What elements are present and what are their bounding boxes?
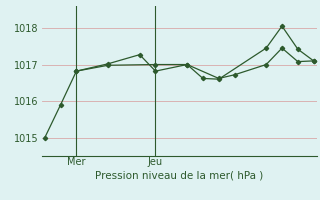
X-axis label: Pression niveau de la mer( hPa ): Pression niveau de la mer( hPa ) [95, 170, 263, 180]
